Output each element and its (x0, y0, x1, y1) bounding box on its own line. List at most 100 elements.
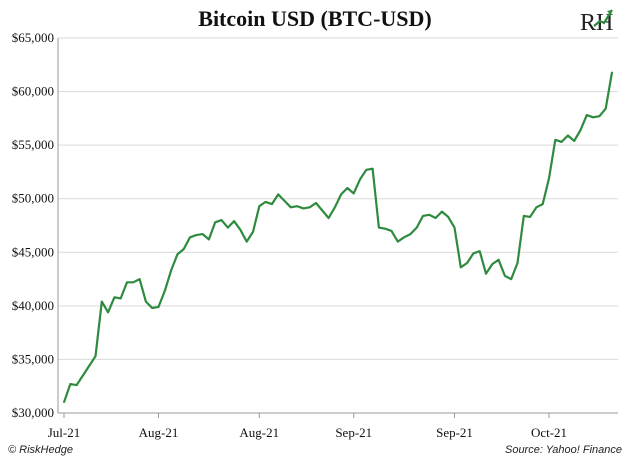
data-point (472, 252, 475, 255)
data-point (346, 187, 349, 189)
data-point (541, 203, 544, 205)
y-tick-label: $45,000 (12, 244, 54, 259)
data-point (195, 234, 198, 236)
data-point (390, 230, 393, 232)
data-point (245, 240, 248, 243)
data-point (145, 300, 147, 303)
data-point (573, 140, 576, 142)
data-point (560, 141, 563, 143)
data-point (151, 307, 153, 309)
data-point (88, 365, 90, 367)
data-point (157, 306, 160, 308)
x-tick-label: Sep-21 (335, 425, 372, 440)
data-point (352, 192, 355, 195)
data-point (422, 215, 424, 217)
y-tick-label: $50,000 (12, 191, 54, 206)
data-point (75, 384, 78, 386)
data-point (441, 210, 443, 213)
data-point (107, 311, 109, 314)
data-point (611, 71, 613, 74)
data-point (94, 355, 97, 358)
source-text: Source: Yahoo! Finance (504, 444, 622, 456)
data-point (126, 281, 128, 284)
data-point (447, 216, 450, 218)
x-tick-label: Sep-21 (436, 425, 473, 440)
data-point (497, 258, 500, 261)
x-tick-label: Aug-21 (239, 425, 279, 440)
copyright-text: © RiskHedge (8, 444, 73, 456)
data-point (516, 262, 519, 264)
data-point (598, 115, 601, 118)
data-point (189, 236, 191, 239)
x-tick-label: Jul-21 (48, 425, 81, 440)
data-point (478, 250, 481, 253)
data-point (289, 206, 292, 209)
y-tick-label: $30,000 (12, 405, 54, 420)
data-point (359, 178, 361, 181)
data-point (271, 203, 273, 205)
data-point (132, 281, 135, 284)
data-point (409, 233, 412, 235)
data-point (163, 290, 166, 292)
y-tick-label: $65,000 (12, 30, 54, 45)
data-point (485, 272, 487, 275)
data-point (264, 201, 267, 203)
data-point (82, 374, 84, 377)
data-point (239, 228, 242, 231)
data-point (529, 216, 531, 218)
data-point (226, 226, 229, 229)
x-tick-label: Aug-21 (139, 425, 179, 440)
data-point (504, 275, 506, 277)
data-point (378, 226, 380, 229)
data-point (296, 205, 298, 208)
data-point (170, 269, 172, 272)
data-point (491, 263, 494, 265)
y-tick-label: $35,000 (12, 351, 54, 366)
data-point (340, 193, 342, 196)
data-point (554, 138, 557, 141)
data-point (176, 253, 179, 256)
data-point (201, 233, 204, 235)
data-point (308, 206, 311, 209)
data-point (592, 116, 594, 119)
data-point (321, 209, 324, 212)
data-point (277, 193, 279, 196)
data-point (466, 262, 468, 264)
data-point (384, 227, 387, 230)
data-point (604, 107, 607, 110)
data-point (63, 401, 65, 404)
x-tick-label: Oct-21 (531, 425, 567, 440)
data-point (428, 213, 431, 216)
data-point (283, 200, 286, 202)
data-point (434, 217, 437, 219)
data-point (403, 236, 405, 239)
y-tick-label: $55,000 (12, 137, 54, 152)
data-point (579, 129, 582, 131)
data-point (510, 278, 513, 280)
riskhedge-logo: RH (580, 9, 613, 36)
data-point (220, 219, 223, 221)
data-point (371, 167, 374, 170)
data-point (334, 206, 336, 209)
data-point (548, 177, 550, 180)
data-point (567, 134, 569, 137)
data-point (119, 297, 122, 300)
data-point (100, 300, 103, 303)
data-point (69, 383, 72, 385)
data-point (315, 202, 317, 204)
data-point (233, 220, 235, 223)
data-point (258, 205, 261, 208)
data-point (397, 240, 399, 243)
chart-title: Bitcoin USD (BTC-USD) (198, 6, 432, 31)
data-point (252, 231, 254, 233)
data-point (460, 266, 462, 269)
data-point (208, 238, 210, 241)
data-point (138, 278, 141, 280)
data-point (327, 217, 330, 219)
data-point (214, 221, 216, 224)
data-point (415, 226, 418, 229)
data-point (523, 215, 525, 217)
data-point (302, 207, 305, 210)
y-tick-label: $60,000 (12, 84, 54, 99)
